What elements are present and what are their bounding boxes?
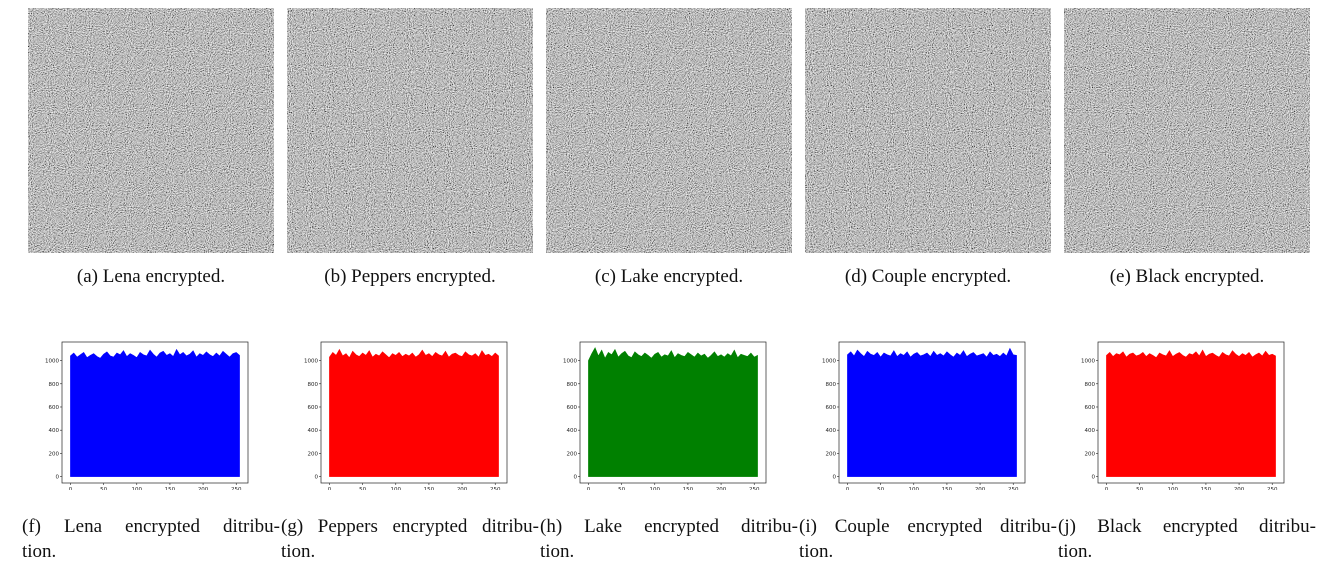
y-tick-label: 1000 [1081,359,1095,365]
y-tick-label: 200 [49,451,60,457]
x-tick-label: 0 [69,487,73,490]
y-tick-label: 800 [567,382,578,388]
x-tick-label: 100 [1168,487,1179,490]
y-tick-label: 600 [567,405,578,411]
y-tick-label: 200 [308,451,319,457]
y-tick-label: 1000 [304,359,318,365]
axes-frame [579,341,767,484]
y-tick-label: 600 [826,405,837,411]
x-tick-label: 0 [328,487,332,490]
histogram-area [70,348,240,477]
caption: (c) Lake encrypted. [594,266,744,287]
histogram-area [1106,349,1276,477]
y-tick-label: 200 [1085,451,1096,457]
x-tick-label: 50 [1136,487,1143,490]
y-tick-label: 400 [1085,428,1096,434]
y-tick-label: 800 [1085,382,1096,388]
axes-frame [1097,341,1285,484]
x-tick-label: 100 [909,487,920,490]
x-tick-label: 150 [424,487,435,490]
y-tick-label: 600 [308,405,319,411]
noise-image [287,8,533,253]
x-tick-label: 150 [1201,487,1212,490]
y-tick-label: 200 [567,451,578,457]
axes-frame [61,341,249,484]
noise-image [28,8,274,253]
caption-line: (g) Peppers encrypted ditribu- [281,516,539,537]
caption-line: (j) Black encrypted ditribu- [1058,516,1316,537]
caption: (b) Peppers encrypted. [324,266,496,287]
y-tick-label: 0 [574,475,578,481]
histogram-caption: (g) Peppers encrypted ditribu-tion. [281,514,539,564]
y-tick-label: 400 [308,428,319,434]
caption: (e) Black encrypted. [1109,266,1265,287]
axes-frame [838,341,1026,484]
caption: (a) Lena encrypted. [76,266,226,287]
x-tick-label: 100 [132,487,143,490]
caption-line: tion. [799,541,834,562]
caption-line: (i) Couple encrypted ditribu- [799,516,1057,537]
x-tick-label: 200 [198,487,209,490]
y-tick-label: 800 [49,382,60,388]
y-tick-label: 1000 [45,359,59,365]
x-tick-label: 200 [975,487,986,490]
histogram-area [588,347,758,477]
x-tick-label: 150 [683,487,694,490]
axes-frame [320,341,508,484]
caption-line: (f) Lena encrypted ditribu- [22,516,280,537]
histogram-caption: (f) Lena encrypted ditribu-tion. [22,514,280,564]
caption: (d) Couple encrypted. [844,266,1012,287]
x-tick-label: 200 [716,487,727,490]
x-tick-label: 250 [1008,487,1019,490]
x-tick-label: 200 [1234,487,1245,490]
y-tick-label: 0 [56,475,60,481]
x-tick-label: 100 [650,487,661,490]
x-tick-label: 50 [877,487,884,490]
noise-image [1064,8,1310,253]
x-tick-label: 50 [359,487,366,490]
histogram-caption: (i) Couple encrypted ditribu-tion. [799,514,1057,564]
y-tick-label: 400 [826,428,837,434]
caption-line: tion. [22,541,57,562]
x-tick-label: 0 [1105,487,1109,490]
x-tick-label: 250 [749,487,760,490]
caption-line: tion. [540,541,575,562]
y-tick-label: 800 [826,382,837,388]
x-tick-label: 250 [1267,487,1278,490]
histogram-caption: (h) Lake encrypted ditribu-tion. [540,514,798,564]
caption-line: tion. [1058,541,1093,562]
caption-line: (h) Lake encrypted ditribu- [540,516,798,537]
y-tick-label: 600 [1085,405,1096,411]
histogram-area [329,348,499,477]
noise-image [805,8,1051,253]
x-tick-label: 250 [231,487,242,490]
y-tick-label: 600 [49,405,60,411]
x-tick-label: 0 [587,487,591,490]
x-tick-label: 150 [165,487,176,490]
y-tick-label: 400 [49,428,60,434]
x-tick-label: 200 [457,487,468,490]
encrypted-images [28,8,1310,253]
x-tick-label: 50 [100,487,107,490]
y-tick-label: 800 [308,382,319,388]
histogram-area [847,347,1017,477]
x-tick-label: 50 [618,487,625,490]
y-tick-label: 1000 [822,359,836,365]
x-tick-label: 250 [490,487,501,490]
y-tick-label: 200 [826,451,837,457]
x-tick-label: 0 [846,487,850,490]
y-tick-label: 0 [833,475,837,481]
y-tick-label: 0 [1092,475,1096,481]
noise-image [546,8,792,253]
y-tick-label: 1000 [563,359,577,365]
caption-line: tion. [281,541,316,562]
x-tick-label: 100 [391,487,402,490]
histogram-caption: (j) Black encrypted ditribu-tion. [1058,514,1316,564]
x-tick-label: 150 [942,487,953,490]
y-tick-label: 0 [315,475,319,481]
y-tick-label: 400 [567,428,578,434]
